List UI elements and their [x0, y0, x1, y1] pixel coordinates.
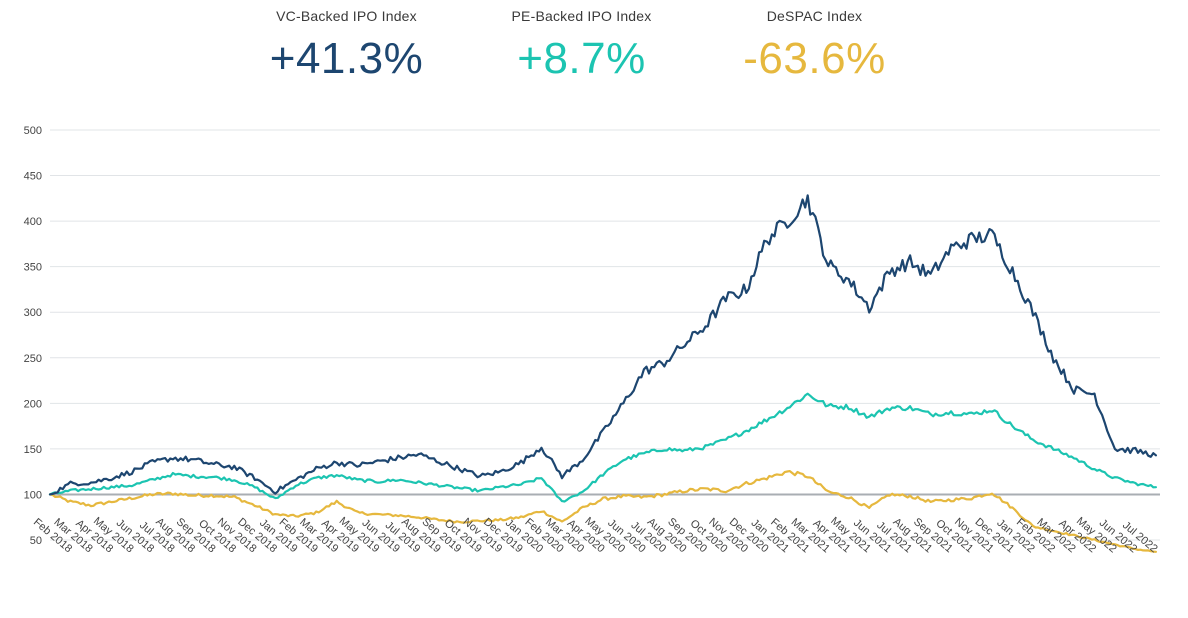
- y-tick-label: 50: [30, 535, 42, 547]
- y-tick-label: 400: [24, 216, 42, 228]
- series-line-vc-backed-ipo-index: [48, 194, 1157, 496]
- y-tick-label: 450: [24, 171, 42, 183]
- series-line-pe-backed-ipo-index: [48, 392, 1157, 503]
- y-tick-label: 200: [24, 398, 42, 410]
- pe-backed-kpi-label: PE-Backed IPO Index: [511, 8, 652, 24]
- y-tick-label: 300: [24, 307, 42, 319]
- pe-backed-kpi-value: +8.7%: [517, 34, 646, 83]
- y-tick-label: 500: [24, 125, 42, 137]
- y-tick-label: 350: [24, 262, 42, 274]
- series-lines: [48, 194, 1157, 553]
- despac-kpi-value: -63.6%: [743, 34, 886, 83]
- despac-kpi: DeSPAC Index -63.6%: [727, 8, 902, 84]
- despac-kpi-label: DeSPAC Index: [766, 8, 863, 24]
- pe-backed-kpi: PE-Backed IPO Index +8.7%: [494, 8, 669, 84]
- y-tick-label: 150: [24, 444, 42, 456]
- vc-backed-kpi-value: +41.3%: [269, 34, 424, 83]
- vc-backed-kpi-label: VC-Backed IPO Index: [276, 8, 417, 24]
- series-line-despac-index: [48, 470, 1157, 553]
- grid-lines: [50, 129, 1160, 541]
- vc-backed-kpi: VC-Backed IPO Index +41.3%: [259, 8, 434, 84]
- y-tick-label: 100: [24, 489, 42, 501]
- y-axis: 50 100 150 200 250 300 350 400 450 500: [24, 125, 42, 547]
- y-tick-label: 250: [24, 353, 42, 365]
